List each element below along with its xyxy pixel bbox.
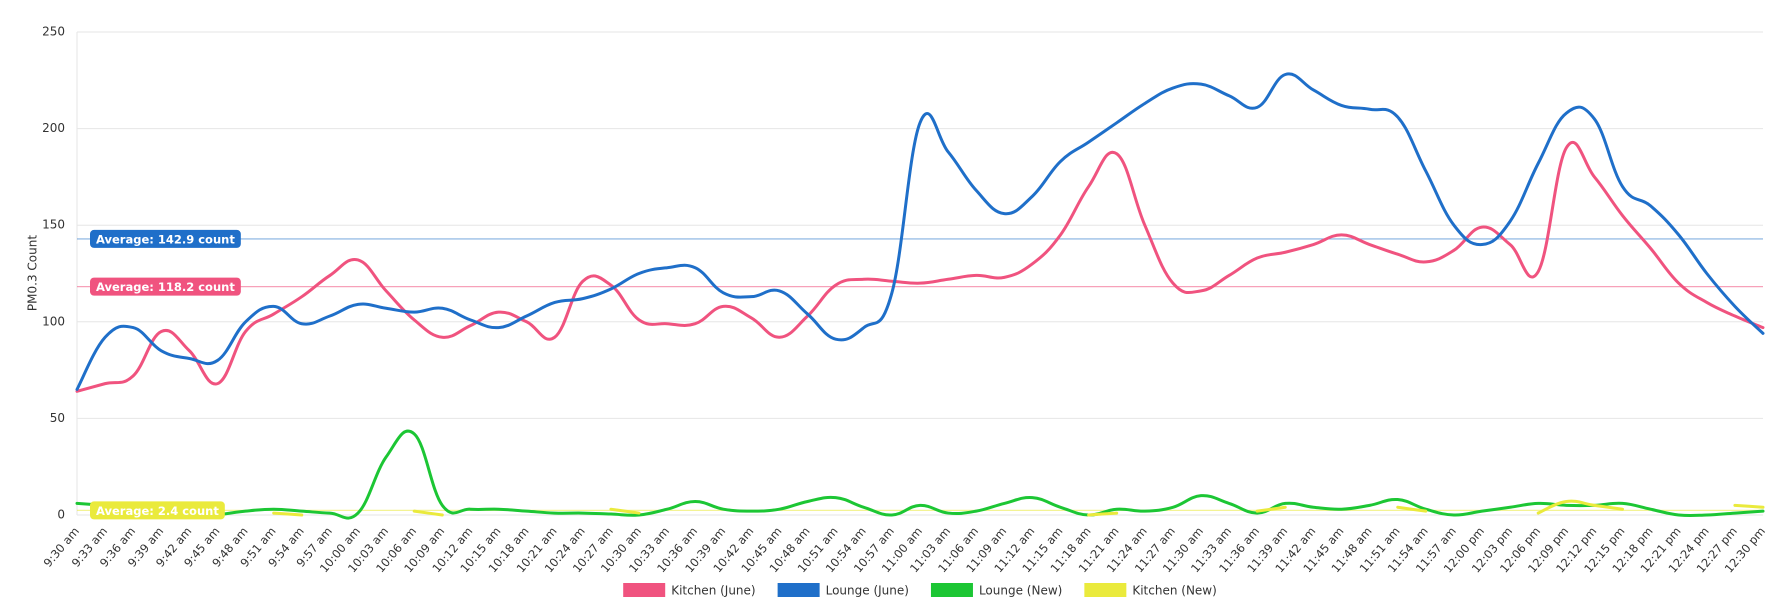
average-label: Average: 2.4 count (90, 501, 225, 520)
legend-swatch (930, 583, 973, 597)
legend-swatch (1084, 583, 1127, 597)
y-tick-label: 100 (42, 314, 65, 328)
average-label-text: Average: 118.2 count (96, 280, 235, 294)
legend-swatch (777, 583, 820, 597)
y-tick-label: 50 (50, 411, 65, 425)
legend-label: Kitchen (June) (671, 584, 755, 598)
series-line (216, 429, 1765, 520)
series-line (609, 507, 641, 515)
y-tick-label: 150 (42, 218, 65, 232)
series-line (1255, 505, 1287, 513)
y-axis-title: PM0.3 Count (26, 235, 40, 311)
y-tick-label: 250 (42, 25, 65, 39)
series-line (75, 140, 1765, 393)
average-label-text: Average: 142.9 count (96, 232, 235, 246)
series-line (1087, 511, 1119, 517)
average-label-text: Average: 2.4 count (96, 504, 219, 518)
y-tick-label: 0 (57, 508, 65, 522)
legend-swatch (623, 583, 666, 597)
legend-label: Lounge (New) (979, 584, 1062, 598)
series-line (272, 511, 304, 517)
series-line (1733, 503, 1765, 509)
average-label: Average: 142.9 count (90, 229, 241, 248)
series-line (1396, 505, 1428, 513)
legend-label: Lounge (June) (826, 584, 909, 598)
average-label: Average: 118.2 count (90, 277, 241, 296)
series-line (1536, 499, 1624, 515)
series-line (75, 72, 1765, 391)
y-tick-label: 200 (42, 121, 65, 135)
average-label-box (90, 501, 225, 520)
average-label-box (90, 229, 241, 248)
legend: Kitchen (June) Lounge (June) Lounge (New) K… (623, 583, 1217, 598)
average-label-box (90, 277, 241, 296)
series-line (412, 509, 444, 517)
legend-label: Kitchen (New) (1132, 584, 1216, 598)
